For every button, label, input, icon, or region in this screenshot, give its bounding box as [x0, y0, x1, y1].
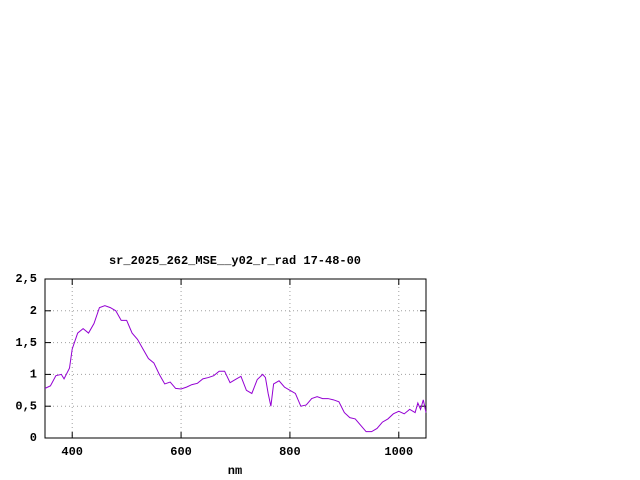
x-tick-label: 600 — [170, 445, 192, 459]
y-tick-label: 0 — [30, 431, 37, 445]
x-tick-label: 800 — [279, 445, 301, 459]
y-tick-label: 2 — [30, 304, 37, 318]
x-axis-label: nm — [228, 464, 242, 478]
y-tick-label: 2,5 — [15, 272, 37, 286]
y-tick-label: 1 — [30, 368, 37, 382]
y-tick-label: 1,5 — [15, 336, 37, 350]
y-tick-label: 0,5 — [15, 399, 37, 413]
x-tick-label: 400 — [61, 445, 83, 459]
x-tick-label: 1000 — [384, 445, 413, 459]
data-line — [44, 305, 427, 433]
plot-frame — [44, 278, 427, 439]
chart-title: sr_2025_262_MSE__y02_r_rad 17-48-00 — [109, 254, 361, 268]
